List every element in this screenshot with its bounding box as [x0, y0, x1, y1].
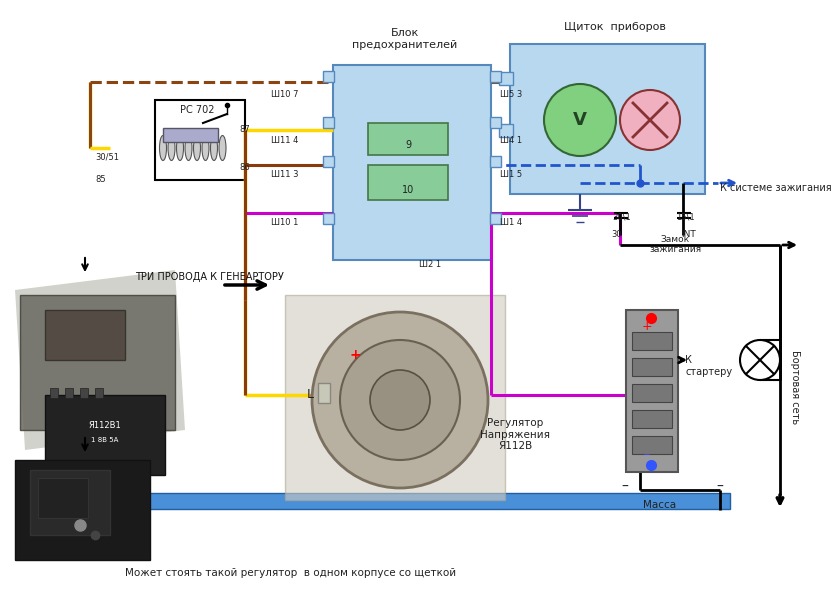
- Bar: [38, 478, 88, 518]
- Bar: [15, 460, 150, 560]
- Ellipse shape: [210, 136, 218, 161]
- Bar: [490, 156, 501, 167]
- Text: Может стоять такой регулятор  в одном корпусе со щеткой: Может стоять такой регулятор в одном кор…: [125, 568, 456, 578]
- Bar: [499, 124, 513, 137]
- Text: 9: 9: [405, 140, 411, 150]
- Polygon shape: [15, 270, 185, 450]
- Text: ТРИ ПРОВОДА К ГЕНЕАРТОРУ: ТРИ ПРОВОДА К ГЕНЕАРТОРУ: [135, 272, 284, 282]
- Text: 1 8B 5A: 1 8B 5A: [91, 437, 119, 443]
- Bar: [90, 493, 730, 509]
- Text: Регулятор
Напряжения
Я112В: Регулятор Напряжения Я112В: [480, 418, 550, 451]
- Bar: [95, 470, 103, 480]
- Text: V: V: [573, 111, 587, 129]
- Circle shape: [740, 340, 780, 380]
- Bar: [30, 470, 110, 535]
- Text: INT: INT: [680, 230, 696, 239]
- Text: 15\1: 15\1: [675, 213, 695, 222]
- Ellipse shape: [159, 136, 167, 161]
- Text: 87: 87: [240, 125, 251, 134]
- Bar: [632, 332, 672, 350]
- Bar: [45, 310, 125, 360]
- Text: 85: 85: [96, 175, 106, 184]
- Bar: [490, 213, 501, 224]
- Ellipse shape: [194, 136, 200, 161]
- Circle shape: [312, 312, 488, 488]
- Bar: [45, 395, 165, 475]
- Text: Масса: Масса: [644, 500, 676, 510]
- Bar: [368, 165, 448, 200]
- Text: –: –: [644, 448, 650, 461]
- Text: Ш11 4: Ш11 4: [271, 136, 298, 145]
- Text: Щиток  приборов: Щиток приборов: [564, 22, 666, 32]
- Bar: [490, 71, 501, 82]
- Ellipse shape: [177, 136, 184, 161]
- Bar: [50, 388, 58, 398]
- Text: Ш5 3: Ш5 3: [500, 90, 522, 99]
- Bar: [318, 383, 330, 403]
- Text: Ш2 1: Ш2 1: [419, 260, 441, 269]
- Bar: [80, 388, 88, 398]
- Bar: [632, 358, 672, 376]
- Bar: [323, 213, 334, 224]
- Text: К
стартеру: К стартеру: [685, 355, 732, 377]
- Text: Я112В1: Я112В1: [89, 420, 122, 429]
- Circle shape: [544, 84, 616, 156]
- Ellipse shape: [185, 136, 192, 161]
- Bar: [163, 128, 218, 142]
- Text: 30\1: 30\1: [613, 213, 631, 222]
- Text: К системе зажигания: К системе зажигания: [720, 183, 831, 193]
- Text: 10: 10: [402, 185, 414, 195]
- Text: 30/51: 30/51: [95, 153, 119, 162]
- Bar: [499, 72, 513, 85]
- Bar: [65, 388, 73, 398]
- Bar: [510, 44, 705, 194]
- Circle shape: [340, 340, 460, 460]
- Circle shape: [620, 90, 680, 150]
- Bar: [323, 156, 334, 167]
- Text: +: +: [642, 320, 652, 333]
- Text: Ш10 1: Ш10 1: [271, 218, 298, 227]
- Text: 86: 86: [240, 163, 251, 172]
- Text: Ш11 3: Ш11 3: [271, 170, 298, 179]
- Bar: [632, 436, 672, 454]
- Bar: [20, 295, 175, 430]
- Bar: [632, 410, 672, 428]
- Ellipse shape: [168, 136, 175, 161]
- Bar: [368, 123, 448, 155]
- Bar: [323, 117, 334, 128]
- Text: +: +: [349, 348, 361, 362]
- Text: –: –: [716, 480, 723, 494]
- Text: –: –: [622, 480, 628, 494]
- Text: 30: 30: [612, 230, 623, 239]
- Bar: [155, 100, 245, 180]
- Bar: [333, 65, 491, 260]
- Text: Ш10 7: Ш10 7: [271, 90, 298, 99]
- Text: Ш1 5: Ш1 5: [500, 170, 522, 179]
- Text: Бортовая сеть: Бортовая сеть: [790, 350, 800, 424]
- Bar: [323, 71, 334, 82]
- Bar: [626, 310, 678, 472]
- Text: L: L: [307, 388, 313, 401]
- Bar: [490, 117, 501, 128]
- Bar: [285, 295, 505, 500]
- Text: Замок
зажигания: Замок зажигания: [649, 235, 701, 254]
- Bar: [50, 470, 58, 480]
- Ellipse shape: [219, 136, 226, 161]
- Text: Блок
предохранителей: Блок предохранителей: [352, 28, 458, 50]
- Ellipse shape: [202, 136, 209, 161]
- Text: РС 702: РС 702: [179, 105, 215, 115]
- Text: Ш1 4: Ш1 4: [500, 218, 522, 227]
- Bar: [632, 384, 672, 402]
- Text: Ш4 1: Ш4 1: [500, 136, 522, 145]
- Bar: [65, 470, 73, 480]
- Circle shape: [370, 370, 430, 430]
- Bar: [80, 470, 88, 480]
- Bar: [95, 388, 103, 398]
